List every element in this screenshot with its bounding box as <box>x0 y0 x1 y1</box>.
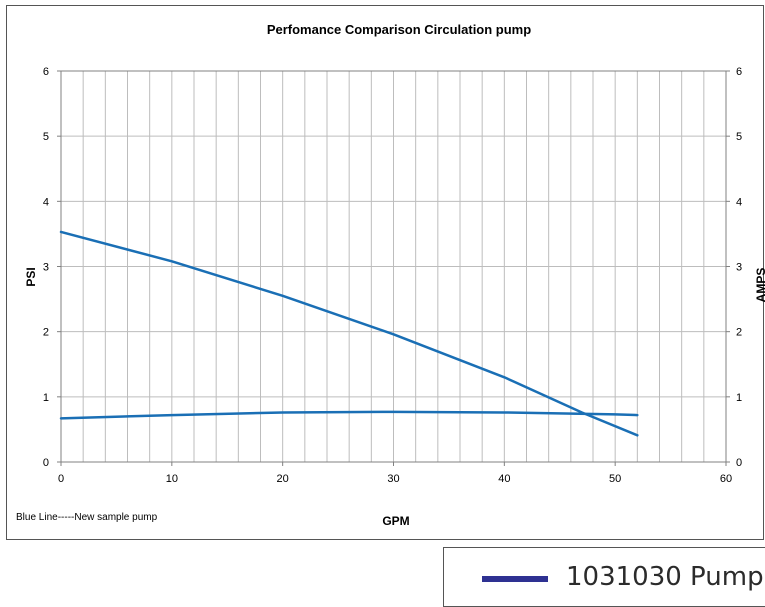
x-tick-label: 40 <box>498 473 510 485</box>
y-tick-label: 3 <box>43 262 49 274</box>
y2-tick-label: 2 <box>736 327 742 339</box>
x-tick-label: 10 <box>166 473 178 485</box>
x-tick-label: 0 <box>58 473 64 485</box>
y2-tick-label: 6 <box>736 66 742 78</box>
y2-tick-label: 3 <box>736 262 742 274</box>
chart-annotation: Blue Line-----New sample pump <box>16 512 158 523</box>
x-axis-label: GPM <box>382 514 409 528</box>
chart-title: Perfomance Comparison Circulation pump <box>267 22 531 37</box>
x-tick-label: 30 <box>387 473 399 485</box>
y2-axis-label: AMPS <box>754 268 765 303</box>
y-tick-label: 2 <box>43 327 49 339</box>
y2-tick-label: 1 <box>736 392 742 404</box>
y2-tick-label: 5 <box>736 131 742 143</box>
y-tick-label: 4 <box>43 196 49 208</box>
y-tick-label: 6 <box>43 66 49 78</box>
series-line-amps <box>59 410 639 420</box>
y2-tick-label: 4 <box>736 196 742 208</box>
x-tick-label: 50 <box>609 473 621 485</box>
legend-swatch <box>482 576 548 582</box>
y-tick-label: 5 <box>43 131 49 143</box>
series-line-psi <box>59 230 639 437</box>
y-axis-label: PSI <box>24 267 38 286</box>
y-tick-label: 1 <box>43 392 49 404</box>
x-tick-label: 20 <box>277 473 289 485</box>
legend-label: 1031030 Pump <box>566 562 764 592</box>
y2-tick-label: 0 <box>736 457 742 469</box>
x-tick-label: 60 <box>720 473 732 485</box>
chart-frame: 0 10 20 30 40 50 60 0 1 2 3 4 5 6 0 1 2 3 4 5 6 Perfomance C… <box>6 5 765 540</box>
legend: 1031030 Pump <box>443 547 765 607</box>
y-tick-label: 0 <box>43 457 49 469</box>
